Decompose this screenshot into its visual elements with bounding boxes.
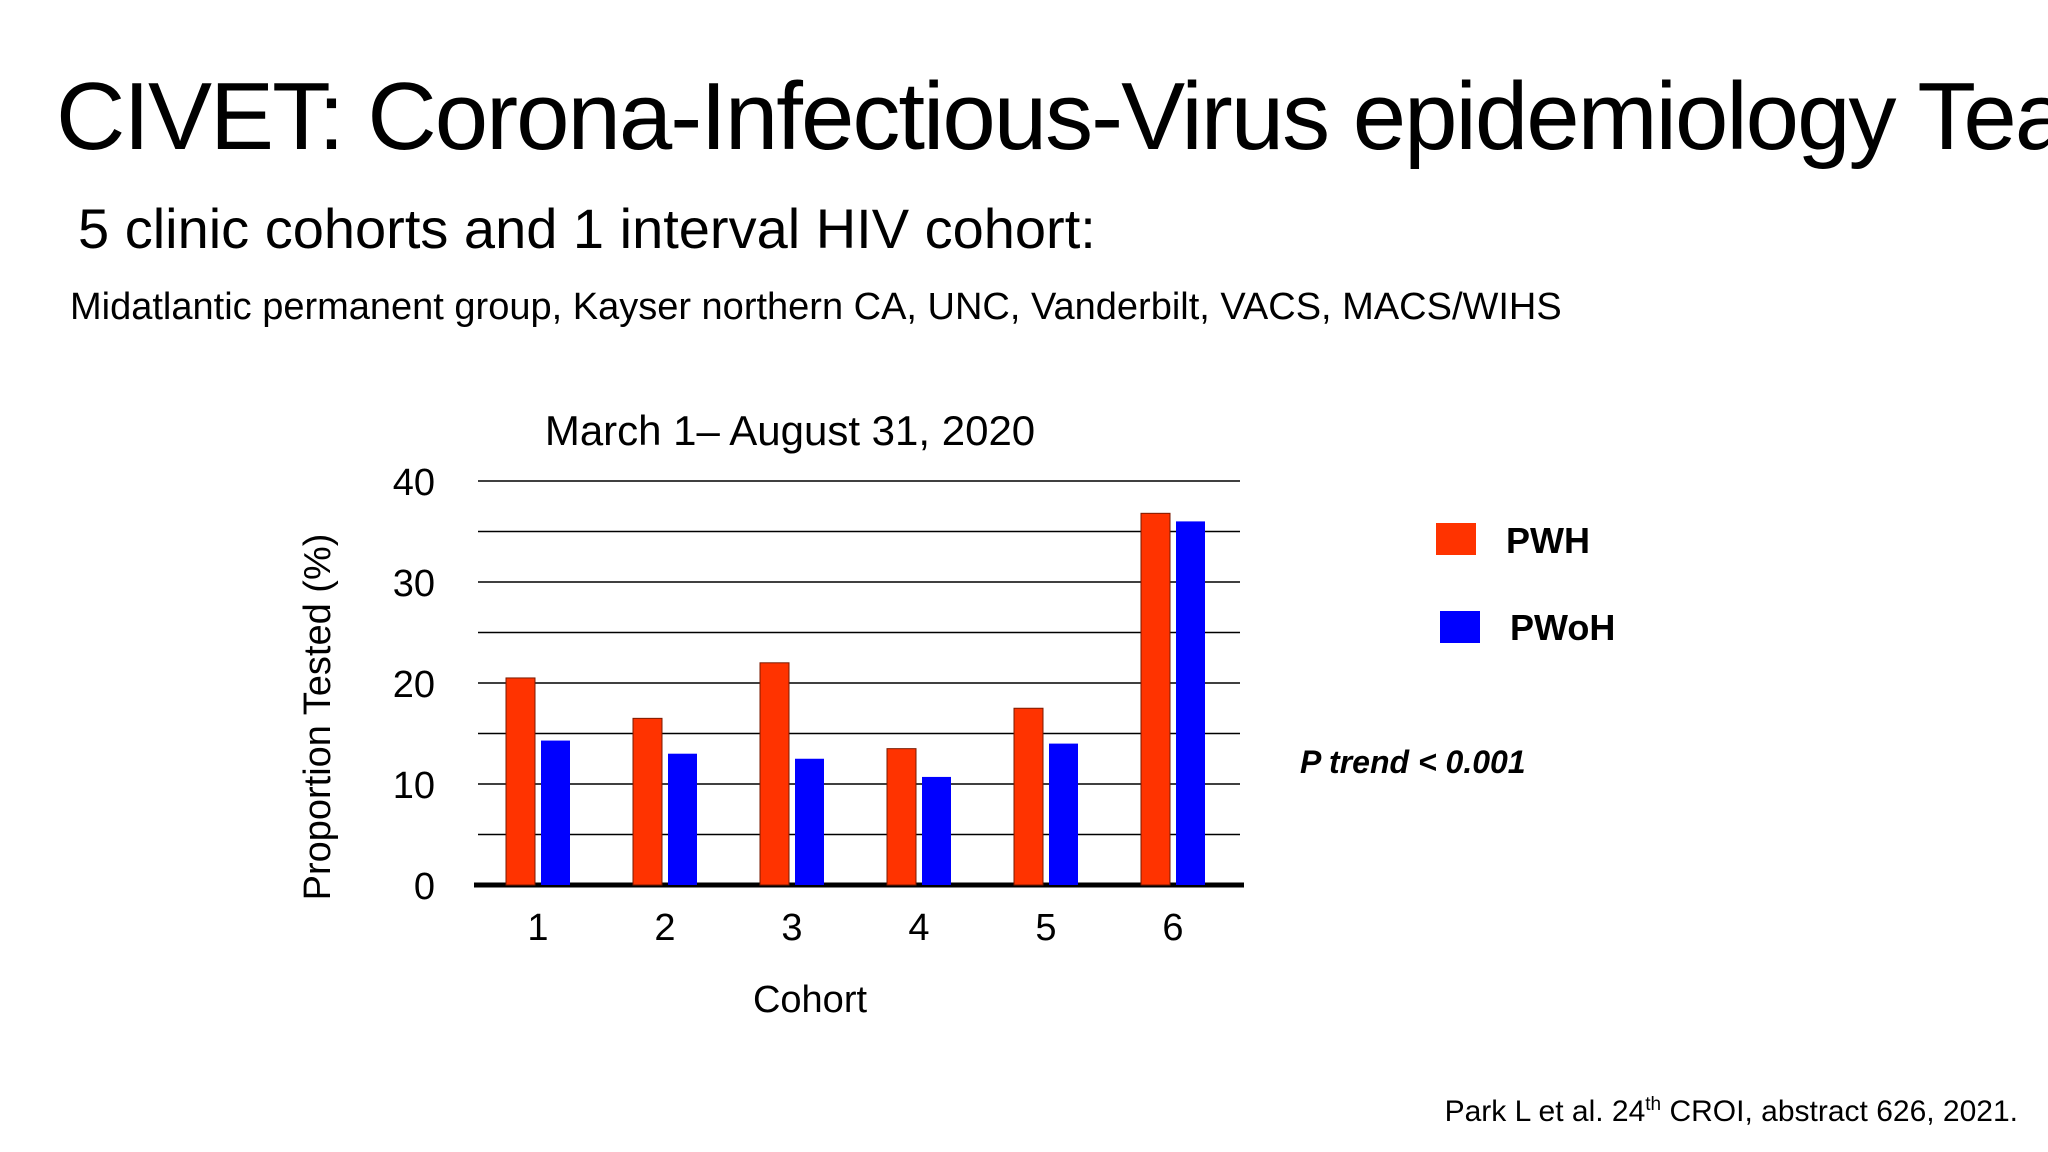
bars (505, 512, 1205, 886)
x-tick-label: 2 (654, 907, 675, 949)
citation-superscript: th (1645, 1094, 1662, 1115)
x-tick-label: 1 (527, 907, 548, 949)
y-tick-label: 0 (414, 866, 435, 908)
y-axis-label: Proportion Tested (%) (297, 534, 339, 901)
citation-rest: CROI, abstract 626, 2021. (1661, 1095, 2018, 1128)
bar-pwoh-6 (1176, 521, 1205, 885)
citation: Park L et al. 24th CROI, abstract 626, 2… (1445, 1094, 2018, 1129)
cohort-sites: Midatlantic permanent group, Kayser nort… (70, 286, 1562, 328)
bar-pwh-5 (1013, 707, 1044, 886)
bar-pwoh-1 (541, 740, 570, 885)
legend-label-pwh: PWH (1506, 520, 1590, 561)
chart-title: March 1– August 31, 2020 (545, 407, 1035, 454)
slide-title: CIVET: Corona-Infectious-Virus epidemiol… (56, 63, 2048, 170)
p-trend-annotation: P trend < 0.001 (1300, 744, 1526, 780)
x-tick-label: 4 (908, 907, 929, 949)
slide-subtitle: 5 clinic cohorts and 1 interval HIV coho… (78, 197, 1096, 260)
bar-pwh-1 (505, 677, 536, 886)
y-tick-label: 10 (393, 765, 435, 807)
bar-pwh-3 (759, 662, 790, 886)
bar-pwh-2 (632, 717, 663, 886)
citation-main: Park L et al. 24 (1444, 1095, 1646, 1128)
y-tick-label: 40 (393, 462, 435, 504)
bar-pwh-6 (1140, 512, 1171, 886)
bar-pwoh-2 (668, 753, 697, 885)
bar-pwoh-4 (922, 776, 951, 885)
y-tick-label: 20 (393, 664, 435, 706)
x-tick-label: 5 (1035, 907, 1056, 949)
x-axis-label: Cohort (753, 979, 867, 1021)
bar-pwoh-3 (795, 758, 824, 885)
grid (474, 480, 1244, 888)
legend-label-pwoh: PWoH (1510, 607, 1615, 648)
legend-swatch-pwoh (1440, 611, 1480, 643)
x-tick-label: 3 (781, 907, 802, 949)
y-tick-label: 30 (393, 563, 435, 605)
tick-labels: 0 10 20 30 40 1 2 3 4 5 6 (393, 462, 1184, 949)
x-tick-label: 6 (1162, 907, 1183, 949)
bar-pwh-4 (886, 748, 917, 886)
legend-swatch-pwh (1436, 523, 1476, 555)
bar-pwoh-5 (1049, 743, 1078, 885)
